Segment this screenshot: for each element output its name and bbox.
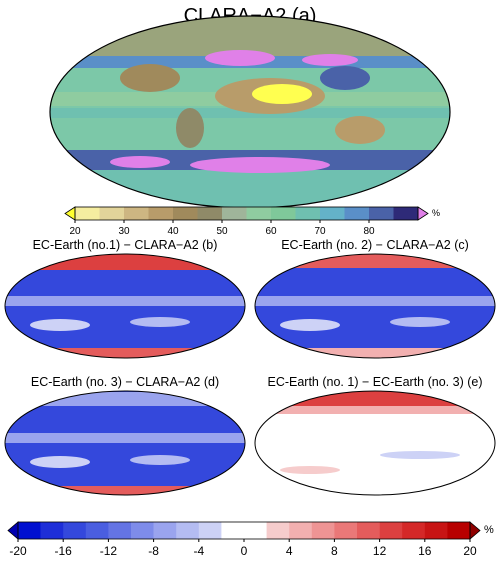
color-swatch: [289, 522, 313, 539]
map-outline: [4, 390, 246, 496]
color-swatch: [357, 522, 380, 539]
tick-label: -20: [9, 544, 27, 558]
color-swatch: [369, 207, 394, 220]
unit-label: %: [432, 208, 440, 218]
color-swatch: [40, 522, 64, 539]
color-swatch: [393, 207, 419, 220]
color-swatch: [424, 522, 448, 539]
tick-label: 16: [418, 544, 432, 558]
over-triangle: [469, 521, 481, 540]
color-swatch: [99, 207, 125, 220]
color-swatch: [153, 522, 177, 539]
tick-label: 20: [69, 226, 81, 237]
color-swatch: [320, 207, 345, 220]
colorbar-frame: [74, 206, 419, 221]
map-b: [5, 254, 245, 358]
panel-title: EC-Earth (no.1) − CLARA−A2 (b): [33, 238, 218, 252]
color-swatch: [75, 207, 100, 220]
color-swatch: [124, 207, 149, 220]
color-swatch: [311, 522, 335, 539]
tick-label: 80: [363, 226, 375, 237]
color-swatch: [271, 207, 296, 220]
tick-label: 40: [167, 226, 179, 237]
color-swatch: [447, 522, 471, 539]
color-swatch: [295, 207, 321, 220]
colorbar: 20 30 40 50 60 70 80%: [64, 206, 440, 237]
tick-label: 70: [314, 226, 326, 237]
tick-label: -8: [148, 544, 159, 558]
map-d: [5, 391, 245, 495]
color-swatch: [197, 207, 223, 220]
tick-label: 4: [286, 544, 293, 558]
color-swatch: [379, 522, 403, 539]
color-swatch: [198, 522, 222, 539]
tick-label: 0: [241, 544, 248, 558]
map-outline: [254, 253, 496, 359]
panel-title: EC-Earth (no. 2) − CLARA−A2 (c): [281, 238, 469, 252]
under-triangle: [7, 521, 19, 540]
color-swatch: [85, 522, 109, 539]
color-swatch: [176, 522, 200, 539]
color-swatch: [266, 522, 290, 539]
tick-label: -12: [100, 544, 118, 558]
color-swatch: [246, 207, 272, 220]
color-swatch: [18, 522, 41, 539]
color-swatch: [131, 522, 154, 539]
tick-label: 30: [118, 226, 130, 237]
color-swatch: [334, 522, 358, 539]
map-outline: [4, 253, 246, 359]
tick-label: 60: [265, 226, 277, 237]
color-swatch: [344, 207, 370, 220]
map-e: [255, 391, 495, 495]
color-swatch: [108, 522, 132, 539]
unit-label: %: [484, 524, 494, 536]
tick-label: -16: [55, 544, 73, 558]
panel-title: EC-Earth (no. 1) − EC-Earth (no. 3) (e): [267, 375, 482, 389]
tick-label: 12: [373, 544, 387, 558]
under-triangle: [64, 206, 76, 221]
color-swatch: [63, 522, 87, 539]
tick-label: 50: [216, 226, 228, 237]
tick-label: 20: [463, 544, 477, 558]
color-swatch: [148, 207, 174, 220]
color-swatch: [244, 522, 267, 539]
map-c: [255, 254, 495, 358]
color-swatch: [402, 522, 426, 539]
colorbar: -20 -16 -12 -8 -4 0 4 8 12 16 20%: [7, 521, 494, 558]
panel-title: EC-Earth (no. 3) − CLARA−A2 (d): [31, 375, 219, 389]
color-swatch: [173, 207, 198, 220]
over-triangle: [417, 206, 429, 221]
color-swatch: [222, 207, 247, 220]
tick-label: -4: [193, 544, 204, 558]
map-outline: [254, 390, 496, 496]
color-swatch: [221, 522, 245, 539]
tick-label: 8: [331, 544, 338, 558]
